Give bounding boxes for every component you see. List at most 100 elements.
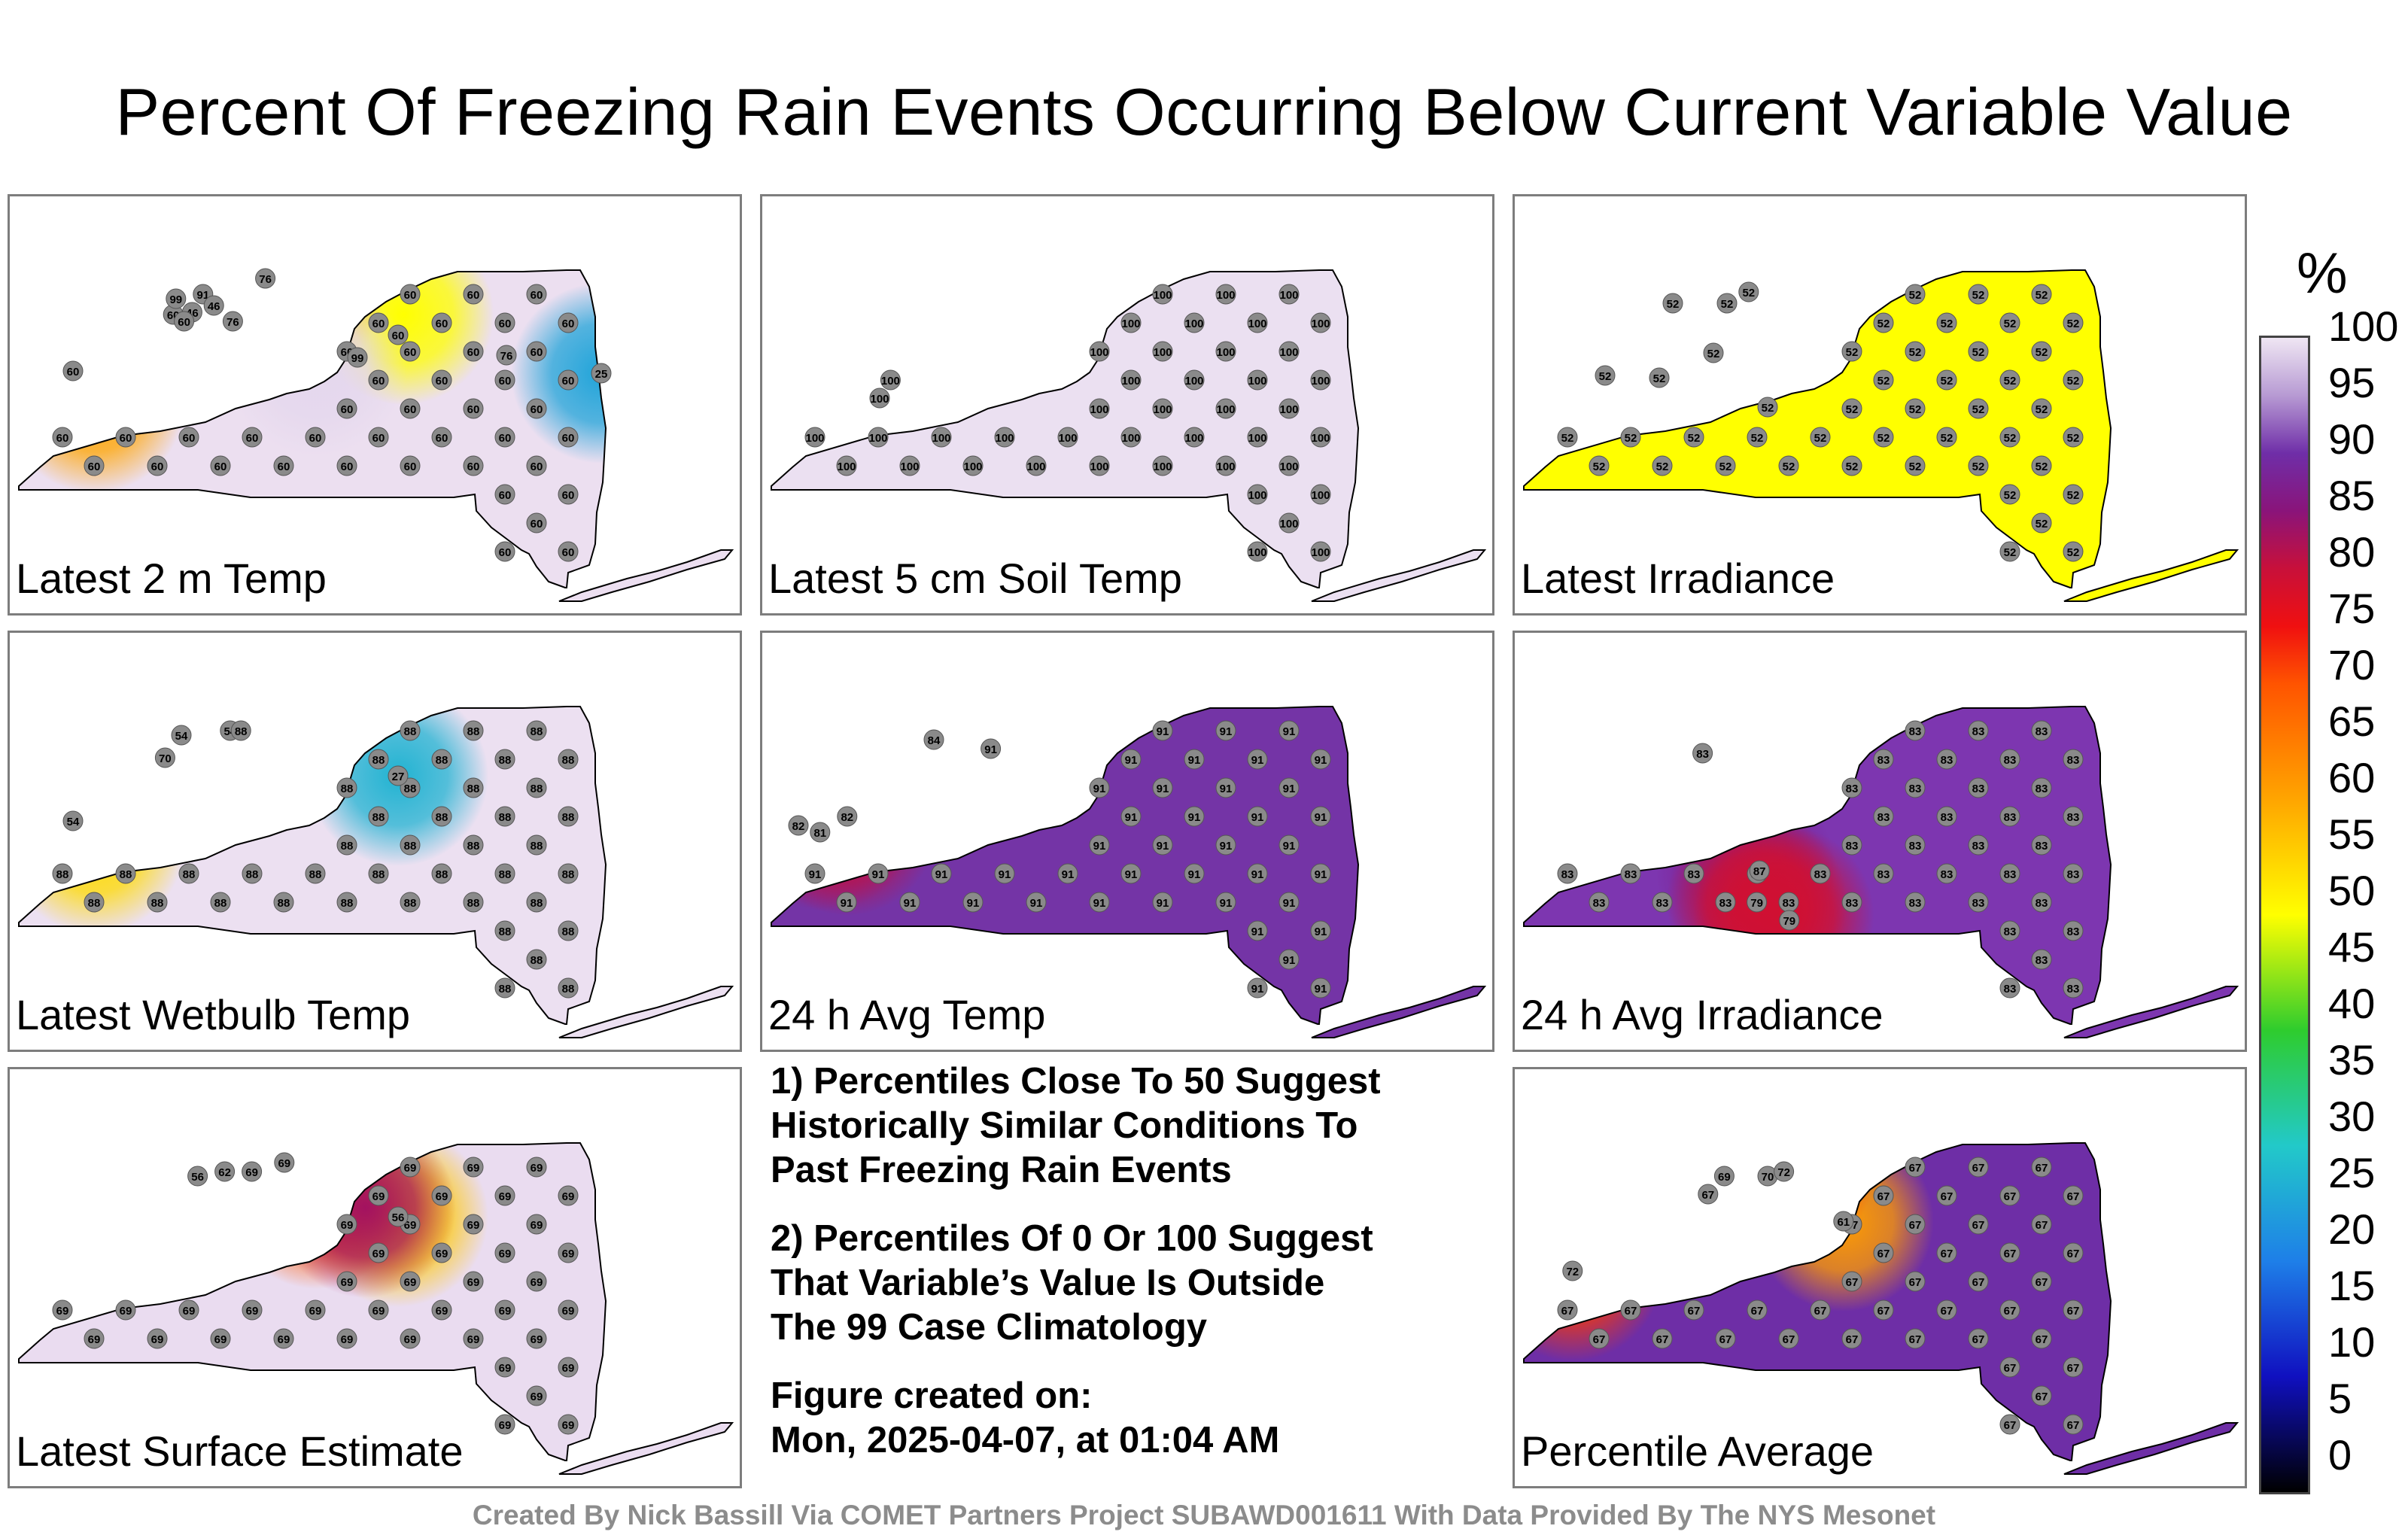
svg-text:52: 52	[1846, 403, 1859, 416]
anomaly-blob	[172, 707, 353, 821]
station-marker: 91	[994, 863, 1015, 884]
station-marker: 52	[1778, 455, 1799, 476]
svg-text:100: 100	[1184, 432, 1203, 445]
anomaly-blob	[1385, 270, 1485, 394]
station-marker: 67	[1968, 1214, 1989, 1235]
station-marker: 60	[400, 284, 421, 305]
svg-text:88: 88	[246, 868, 259, 881]
station-marker: 100	[1184, 369, 1205, 391]
svg-text:88: 88	[151, 897, 164, 910]
svg-text:60: 60	[88, 460, 101, 473]
station-marker: 69	[526, 1157, 547, 1178]
long-island-outline	[558, 986, 734, 1038]
station-marker: 69	[84, 1328, 105, 1349]
station-marker: 91	[836, 892, 857, 913]
station-marker: 91	[1247, 749, 1268, 770]
svg-text:88: 88	[404, 725, 417, 738]
panel-label: Percentile Average	[1521, 1427, 1874, 1475]
svg-text:60: 60	[392, 330, 405, 342]
svg-text:67: 67	[1656, 1333, 1669, 1346]
station-marker: 83	[1905, 892, 1926, 913]
svg-text:60: 60	[120, 432, 132, 445]
svg-text:69: 69	[341, 1219, 354, 1232]
state-outline	[1523, 706, 2112, 1025]
station-marker: 52	[1999, 312, 2020, 333]
state-map: 52 52 52 52 52 52 52 52 52 52 52 52 52 52 52 52 52 52 52 52…	[1523, 269, 2239, 602]
station-marker: 69	[147, 1328, 168, 1349]
colorbar-tick-label: 35	[2328, 1036, 2376, 1084]
svg-text:69: 69	[499, 1362, 512, 1375]
svg-text:52: 52	[2067, 318, 2080, 330]
station-marker: 52	[1715, 455, 1736, 476]
svg-text:81: 81	[813, 827, 826, 840]
station-marker: 91	[1310, 863, 1331, 884]
svg-text:83: 83	[1909, 783, 1922, 795]
svg-text:46: 46	[208, 300, 220, 313]
station-marker: 83	[2063, 977, 2084, 999]
svg-text:69: 69	[246, 1305, 259, 1318]
state-map: 60 60 60 60 60 60 60 60 60 60 60 60 60 60 60 60 60 60 60 60…	[18, 268, 734, 602]
station-marker: 83	[2031, 777, 2052, 798]
svg-text:60: 60	[372, 375, 385, 388]
svg-text:52: 52	[1846, 346, 1859, 359]
svg-text:67: 67	[1814, 1305, 1827, 1318]
svg-text:60: 60	[214, 460, 227, 473]
station-marker: 91	[1247, 977, 1268, 999]
station-marker: 60	[388, 324, 409, 345]
station-marker: 83	[2031, 892, 2052, 913]
station-marker: 69	[336, 1328, 357, 1349]
svg-text:76: 76	[500, 350, 513, 363]
svg-text:88: 88	[531, 954, 543, 967]
svg-text:99: 99	[169, 293, 182, 306]
station-marker: 91	[1278, 834, 1300, 856]
long-island-outline	[558, 549, 734, 602]
station-marker: 27	[388, 765, 409, 786]
station-marker: 88	[115, 863, 136, 884]
station-marker: 60	[558, 541, 579, 562]
station-marker: 67	[2031, 1271, 2052, 1292]
station-marker: 67	[1905, 1328, 1926, 1349]
svg-text:83: 83	[1972, 725, 1985, 738]
station-marker: 83	[1778, 892, 1799, 913]
svg-text:67: 67	[2036, 1391, 2048, 1403]
station-marker: 83	[1999, 749, 2020, 770]
station-marker: 52	[1999, 427, 2020, 448]
svg-text:88: 88	[341, 783, 354, 795]
svg-text:83: 83	[2036, 725, 2048, 738]
station-marker: 88	[400, 720, 421, 741]
svg-text:91: 91	[1283, 725, 1296, 738]
station-marker: 60	[558, 312, 579, 333]
station-marker: 100	[1247, 312, 1268, 333]
station-marker: 60	[526, 284, 547, 305]
svg-text:67: 67	[1972, 1162, 1985, 1175]
svg-text:83: 83	[1972, 897, 1985, 910]
station-marker: 60	[336, 455, 357, 476]
station-marker: 91	[193, 284, 214, 305]
svg-text:88: 88	[183, 868, 196, 881]
station-marker: 100	[869, 388, 890, 409]
station-marker: 67	[1999, 1299, 2020, 1321]
svg-text:83: 83	[2004, 868, 2017, 881]
station-marker: 52	[2031, 512, 2052, 533]
station-marker: 52	[1747, 427, 1768, 448]
colorbar-tick-label: 90	[2328, 415, 2376, 463]
station-marker: 91	[1152, 892, 1173, 913]
station-marker: 67	[1968, 1157, 1989, 1178]
svg-text:91: 91	[967, 897, 980, 910]
station-marker: 91	[1215, 892, 1236, 913]
long-island-outline	[558, 1422, 734, 1475]
svg-text:52: 52	[1814, 432, 1827, 445]
station-marker: 88	[400, 834, 421, 856]
svg-text:52: 52	[1877, 318, 1890, 330]
station-marker: 60	[400, 398, 421, 419]
colorbar-tick-label: 85	[2328, 472, 2376, 519]
station-marker: 83	[2031, 720, 2052, 741]
svg-text:88: 88	[531, 783, 543, 795]
svg-text:67: 67	[2004, 1362, 2017, 1375]
station-marker: 88	[494, 749, 515, 770]
station-marker: 100	[1089, 341, 1110, 362]
svg-text:84: 84	[928, 734, 941, 747]
svg-text:61: 61	[1837, 1216, 1850, 1229]
svg-text:60: 60	[436, 375, 448, 388]
station-marker: 52	[2063, 369, 2084, 391]
